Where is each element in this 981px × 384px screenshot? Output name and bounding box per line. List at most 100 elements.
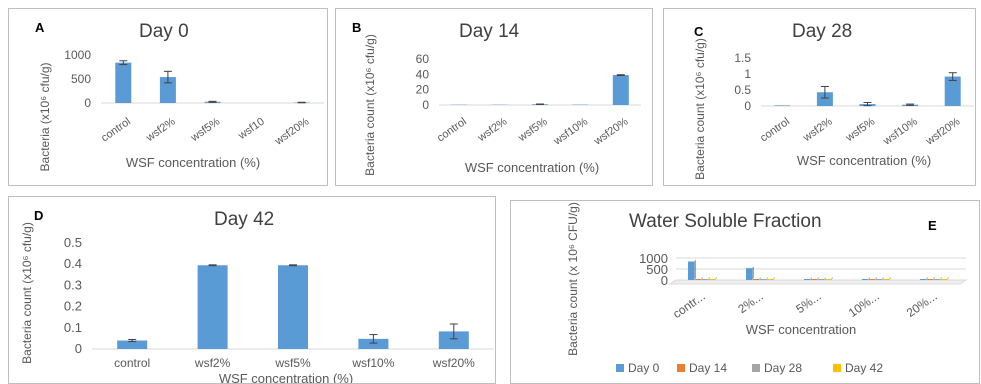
chart-title: Day 14 bbox=[459, 21, 520, 42]
y-tick-label: 40 bbox=[416, 67, 430, 81]
chart-title: Day 28 bbox=[792, 21, 853, 42]
x-tick-label: wsf20% bbox=[432, 356, 475, 370]
x-tick-label: wsf10% bbox=[881, 116, 920, 149]
bar-side bbox=[947, 277, 949, 280]
bar bbox=[934, 279, 940, 280]
chart-panel-a: A Day 0 0 500 1000 control wsf2% wsf5% wsf10 ws… bbox=[8, 8, 328, 186]
bar bbox=[869, 279, 875, 280]
y-axis-label: Bacteria count (x 10⁶ CFU/g) bbox=[566, 202, 580, 356]
x-tick-label: wsf2% bbox=[143, 116, 177, 145]
bar bbox=[709, 279, 715, 280]
x-axis-label: WSF concentration (%) bbox=[797, 153, 931, 168]
chart-panel-b: B Day 14 0 20 40 60 control wsf2% wsf5% wsf10% w… bbox=[335, 8, 653, 186]
bar bbox=[746, 268, 752, 280]
bar-side bbox=[759, 277, 761, 280]
x-tick-label: control bbox=[435, 116, 469, 145]
y-tick-label: 0.4 bbox=[64, 256, 82, 271]
bar-side bbox=[926, 277, 928, 280]
y-tick-label: 0 bbox=[661, 273, 668, 288]
legend-swatch bbox=[677, 364, 685, 372]
y-tick-label: 1.5 bbox=[734, 51, 751, 65]
y-tick-label: 0 bbox=[84, 96, 91, 110]
legend-label: Day 0 bbox=[628, 361, 660, 375]
y-tick-label: 0 bbox=[744, 99, 751, 113]
legend-label: Day 28 bbox=[764, 361, 802, 375]
bar bbox=[612, 75, 629, 105]
legend-label: Day 14 bbox=[689, 361, 727, 375]
legend-swatch bbox=[752, 364, 760, 372]
bar bbox=[804, 279, 810, 280]
bar-side bbox=[810, 277, 812, 280]
bar bbox=[358, 338, 389, 349]
x-axis-label: WSF concentration bbox=[746, 322, 857, 337]
bar bbox=[816, 92, 833, 106]
x-tick-label: wsf5% bbox=[274, 356, 311, 370]
x-tick-label: wsf2% bbox=[194, 356, 231, 370]
panel-letter: C bbox=[694, 24, 704, 39]
y-axis-label: Bacteria (x10⁶ cfu/g) bbox=[38, 63, 52, 172]
y-tick-label: 1000 bbox=[64, 48, 91, 62]
chart-floor bbox=[668, 279, 968, 285]
x-tick-label: wsf10 bbox=[236, 116, 267, 143]
y-tick-label: 1 bbox=[744, 67, 751, 81]
chart-title: Water Soluble Fraction bbox=[629, 211, 822, 232]
y-tick-label: 0.3 bbox=[64, 277, 82, 292]
legend-swatch bbox=[833, 364, 841, 372]
x-tick-label: control bbox=[114, 356, 150, 370]
x-tick-label: wsf20% bbox=[591, 116, 630, 149]
bar bbox=[941, 279, 947, 280]
bar bbox=[927, 279, 933, 280]
bar-side bbox=[752, 266, 754, 280]
panel-letter: D bbox=[34, 208, 44, 223]
bar-side bbox=[708, 277, 710, 280]
bar-side bbox=[889, 277, 891, 280]
bar bbox=[159, 77, 176, 103]
x-axis-label: WSF concentration (%) bbox=[465, 160, 599, 175]
bar bbox=[695, 279, 701, 280]
bar-side bbox=[701, 277, 703, 280]
x-axis-label: WSF concentration (%) bbox=[219, 371, 353, 384]
bar-side bbox=[694, 259, 696, 280]
x-tick-label: wsf10% bbox=[551, 116, 590, 149]
chart-title: Day 0 bbox=[139, 21, 189, 42]
bar bbox=[818, 279, 824, 280]
bar bbox=[753, 279, 759, 280]
x-tick-label: control bbox=[758, 116, 792, 145]
legend-label: Day 42 bbox=[845, 361, 883, 375]
y-tick-label: 0 bbox=[422, 98, 429, 112]
bar bbox=[117, 340, 148, 349]
bar-side bbox=[824, 277, 826, 280]
y-tick-label: 0.5 bbox=[64, 235, 82, 250]
bar-chart: 0 0.5 1 1.5 control wsf2% wsf5% wsf10% wsf20% WSF… bbox=[693, 38, 974, 180]
y-tick-label: 20 bbox=[416, 83, 430, 97]
x-tick-label: wsf20% bbox=[923, 116, 962, 149]
x-tick-label: wsf20% bbox=[272, 116, 311, 149]
bar bbox=[115, 62, 132, 103]
x-axis-label: WSF concentration (%) bbox=[126, 155, 260, 170]
chart-panel-c: C Day 28 0 0.5 1 1.5 control wsf2% wsf5% wsf10%… bbox=[663, 8, 976, 186]
y-tick-label: 1000 bbox=[639, 251, 668, 266]
bar bbox=[876, 279, 882, 280]
y-axis-label: Bacteria count (x10⁶ cfu/g) bbox=[363, 34, 377, 176]
bar-side bbox=[831, 277, 833, 280]
y-axis-label: Bacteria count (x10⁶ cfu/g) bbox=[693, 38, 707, 180]
bar bbox=[688, 261, 694, 280]
panel-letter: E bbox=[928, 218, 937, 233]
bar bbox=[825, 279, 831, 280]
x-tick-label: contr... bbox=[670, 289, 708, 321]
bar-side bbox=[933, 277, 935, 280]
y-axis-label: Bacteria count (x10⁶ cfu/g) bbox=[20, 222, 34, 364]
bar bbox=[920, 279, 926, 280]
bar-side bbox=[715, 277, 717, 280]
bar bbox=[883, 279, 889, 280]
bar-side bbox=[940, 277, 942, 280]
chart-title: Day 42 bbox=[214, 209, 275, 230]
bar bbox=[862, 279, 868, 280]
bar bbox=[774, 105, 791, 106]
panel-letter: A bbox=[35, 20, 45, 35]
y-tick-label: 60 bbox=[416, 52, 430, 66]
bar bbox=[760, 279, 766, 280]
bar-side bbox=[773, 277, 775, 280]
